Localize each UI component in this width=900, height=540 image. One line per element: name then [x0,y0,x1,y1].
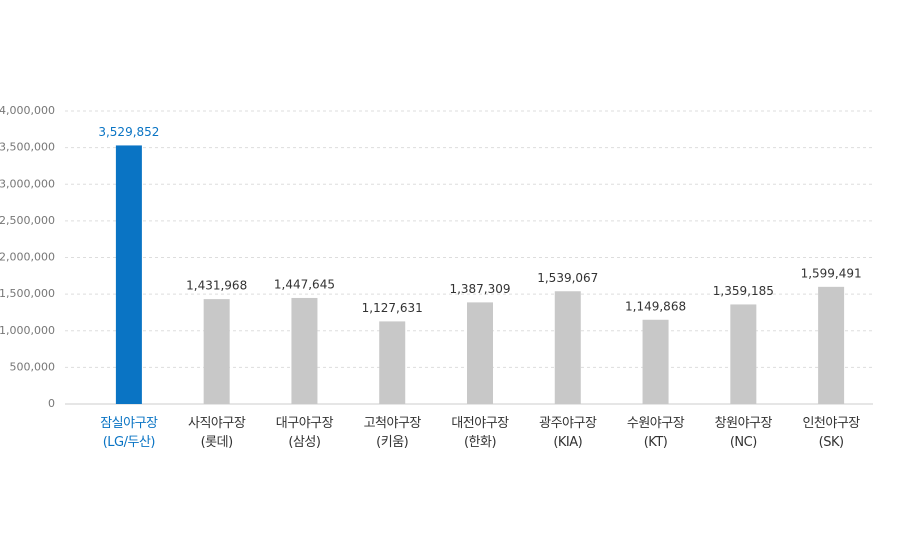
value-label: 1,359,185 [713,284,774,298]
bar [818,287,844,404]
y-tick-label: 3,000,000 [0,177,55,190]
y-tick-label: 4,000,000 [0,104,55,117]
x-tick-label: 창원야구장 (NC) [698,414,788,452]
x-tick-label: 인천야구장 (SK) [786,414,876,452]
x-tick-label: 대구야구장 (삼성) [259,414,349,452]
x-tick-label: 사직야구장 (롯데) [172,414,262,452]
y-tick-label: 1,500,000 [0,287,55,300]
x-tick-label: 광주야구장 (KIA) [523,414,613,452]
y-tick-label: 2,500,000 [0,214,55,227]
x-tick-label: 잠실야구장 (LG/두산) [84,414,174,452]
bar [291,298,317,404]
y-tick-label: 500,000 [10,360,56,373]
bar [730,304,756,404]
x-tick-label: 수원야구장 (KT) [611,414,701,452]
value-label: 3,529,852 [98,125,159,139]
x-tick-label: 대전야구장 (한화) [435,414,525,452]
bar [204,299,230,404]
value-label: 1,599,491 [801,266,862,280]
value-label: 1,539,067 [537,271,598,285]
value-label: 1,447,645 [274,277,335,291]
y-tick-label: 3,500,000 [0,141,55,154]
value-label: 1,127,631 [362,301,423,315]
bar [555,291,581,404]
bar [467,302,493,404]
y-tick-label: 0 [48,397,55,410]
bar [116,145,142,404]
bar [379,321,405,404]
y-tick-label: 2,000,000 [0,251,55,264]
value-label: 1,431,968 [186,279,247,293]
y-tick-label: 1,000,000 [0,324,55,337]
bar [643,320,669,404]
value-label: 1,387,309 [449,282,510,296]
x-tick-label: 고척야구장 (키움) [347,414,437,452]
value-label: 1,149,868 [625,299,686,313]
